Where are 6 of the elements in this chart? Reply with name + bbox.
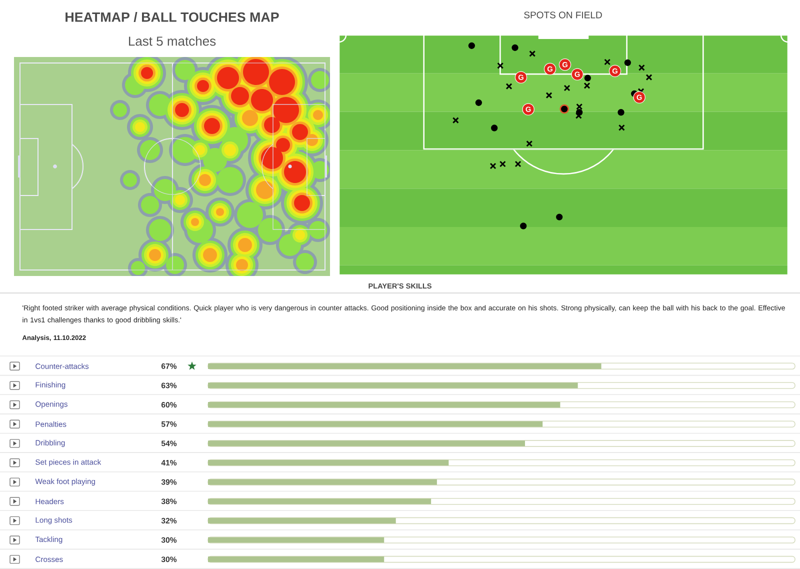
- bar: [208, 537, 384, 543]
- text: SPOTS ON FIELD: [524, 12, 602, 18]
- bar: [208, 518, 396, 524]
- bar: [208, 556, 384, 562]
- text: Last 5 matches: [128, 36, 216, 46]
- text: HEATMAP / BALL TOUCHES MAP: [66, 12, 279, 22]
